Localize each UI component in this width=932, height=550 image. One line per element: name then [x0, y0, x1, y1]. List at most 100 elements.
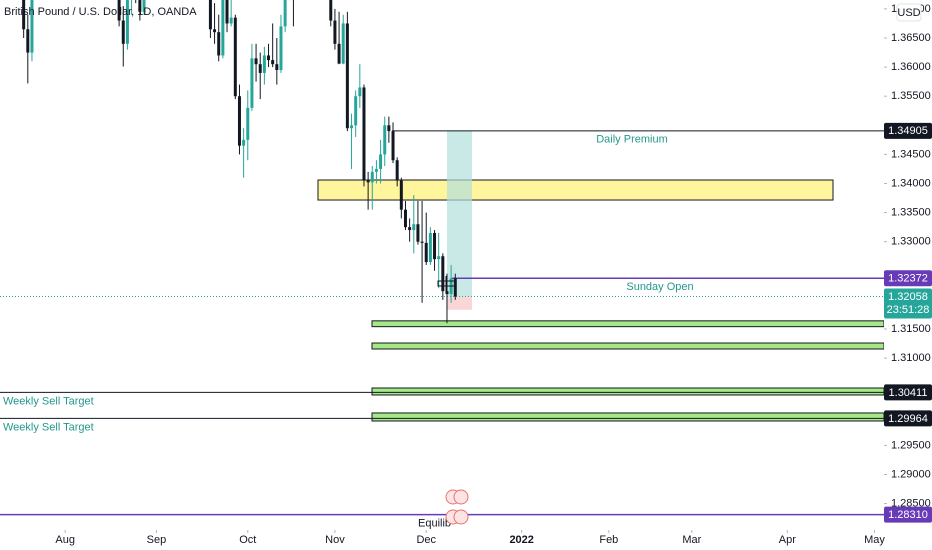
price-tag-label: 1.28310: [888, 509, 928, 521]
zone: [317, 179, 834, 201]
currency-label[interactable]: USD: [897, 7, 920, 19]
x-tick-label: Sep: [147, 534, 167, 546]
candle-body: [26, 29, 30, 53]
candle-body: [358, 87, 362, 97]
currency-button[interactable]: USD: [896, 3, 922, 22]
y-tick-label: 1.29500: [891, 439, 931, 451]
x-tick-label: Apr: [779, 534, 796, 546]
price-tag-label: 1.30411: [889, 387, 928, 399]
x-tick-label: Feb: [599, 534, 618, 546]
candle-body: [258, 64, 262, 73]
candle-body: [217, 32, 221, 56]
candle-body: [350, 125, 354, 129]
level-text: Daily Premium: [596, 134, 668, 146]
price-tag: [884, 270, 932, 287]
countdown-label: 23:51:28: [887, 304, 930, 316]
y-tick-label: 1.36000: [891, 61, 931, 73]
candle-body: [424, 242, 428, 263]
candle-body: [117, 0, 121, 21]
candles: [22, 0, 457, 324]
candle-body: [337, 43, 341, 64]
candle-body: [379, 154, 383, 169]
x-tick-label: May: [864, 534, 885, 546]
y-tick-label: 1.28500: [891, 497, 931, 509]
button-frame[interactable]: [896, 3, 922, 22]
price-tag-label: 1.34905: [888, 125, 928, 137]
candle-body: [242, 139, 246, 146]
candle-body: [138, 0, 142, 12]
candle-body: [208, 0, 212, 30]
chart-title: British Pound / U.S. Dollar, 1D, OANDA: [4, 6, 197, 18]
y-tick-label: 1.31000: [891, 352, 931, 364]
zone: [371, 412, 885, 422]
candle-body: [362, 87, 366, 181]
candle-body: [412, 224, 416, 231]
x-tick-label: 2022: [509, 534, 533, 546]
candle-body: [254, 58, 258, 65]
candle-body: [370, 171, 374, 183]
x-tick-label: Mar: [682, 534, 701, 546]
candle-body: [246, 107, 250, 140]
candle-body: [354, 96, 358, 126]
last-price-tag: [884, 288, 932, 319]
position-stop: [447, 296, 472, 310]
candle-body: [366, 180, 370, 183]
marker: [437, 276, 456, 292]
candle-body: [403, 209, 407, 228]
labels: British Pound / U.S. Dollar, 1D, OANDA D…: [3, 6, 694, 530]
candle-body: [233, 17, 237, 97]
x-tick-label: Nov: [325, 534, 345, 546]
candle-body: [267, 55, 271, 61]
price-tag-label: 1.29964: [888, 413, 928, 425]
candle-body: [22, 0, 26, 30]
y-tick-label: 1.31500: [891, 323, 931, 335]
candle-body: [408, 227, 412, 231]
x-tick-label: Aug: [55, 534, 75, 546]
candle-body: [221, 0, 225, 56]
price-tags: 1.34905 1.32372 1.30411 1.29964 1.28310 1.320…: [884, 122, 932, 523]
price-tag: [884, 384, 932, 401]
candle-body: [445, 291, 449, 295]
x-tick-label: Dec: [416, 534, 436, 546]
zone: [371, 342, 885, 350]
candle-body: [395, 160, 399, 181]
y-tick-label: 1.34000: [891, 177, 931, 189]
time-axis-background: [0, 530, 932, 550]
event-icon[interactable]: [453, 489, 469, 505]
candle-body: [374, 168, 378, 172]
zone: [371, 387, 885, 396]
candle-body: [225, 0, 229, 24]
candle-body: [453, 278, 457, 297]
candle-body: [387, 125, 391, 132]
drawings: [0, 130, 885, 516]
candle-body: [121, 20, 125, 44]
y-tick-label: 1.36500: [891, 32, 931, 44]
candle-body: [262, 55, 266, 73]
candle-body: [142, 0, 146, 12]
candle-body: [237, 96, 241, 146]
candle-body: [329, 0, 333, 21]
last-price-label: 1.32058: [888, 291, 928, 303]
event-icons[interactable]: [445, 489, 469, 525]
y-tick-label: 1.33500: [891, 206, 931, 218]
candle-body: [229, 17, 233, 24]
candle-body: [271, 60, 275, 65]
level-text: Sunday Open: [626, 281, 693, 293]
candle-body: [279, 26, 283, 71]
y-tick-label: 1.34500: [891, 148, 931, 160]
zone: [371, 320, 885, 328]
y-tick-label: 1.29000: [891, 468, 931, 480]
price-tag: [884, 410, 932, 427]
y-tick-label: 1.35500: [891, 90, 931, 102]
price-tag: [884, 122, 932, 139]
candle-body: [30, 0, 34, 53]
candle-body: [383, 125, 387, 155]
candle-body: [416, 224, 420, 242]
candle-body: [275, 64, 279, 71]
candle-body: [333, 20, 337, 44]
level-text: Weekly Sell Target: [3, 421, 94, 433]
event-icon[interactable]: [453, 509, 469, 525]
candle-body: [391, 131, 395, 161]
candle-body: [433, 232, 437, 260]
y-tick-label: 1.33000: [891, 236, 931, 248]
